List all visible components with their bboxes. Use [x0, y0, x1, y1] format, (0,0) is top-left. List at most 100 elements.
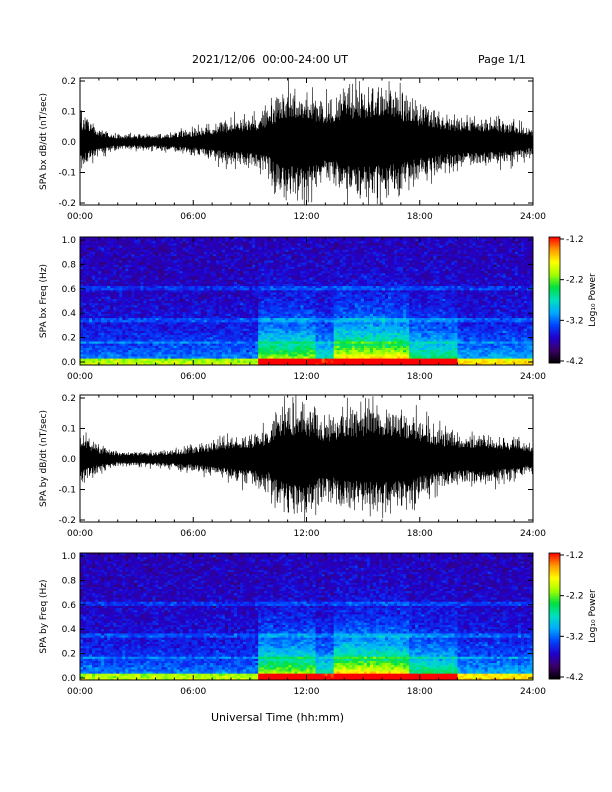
- colorbar-swatch: [549, 571, 560, 575]
- colorbar-swatch: [549, 660, 560, 663]
- x-tick-label: 12:00: [294, 212, 320, 222]
- y-axis-title: SPA bx dB/dt (nT/sec): [39, 93, 49, 190]
- colorbar-swatch: [549, 333, 560, 337]
- y-axis-title: SPA bx Freq (Hz): [39, 264, 49, 338]
- colorbar-swatch: [549, 567, 560, 571]
- colorbar-swatch: [549, 611, 560, 615]
- y-tick-label: -0.2: [58, 516, 76, 526]
- y-tick-label: 0.1: [62, 425, 76, 435]
- figure-title: 2021/12/06 00:00-24:00 UT: [192, 53, 349, 66]
- colorbar-swatch: [549, 342, 560, 345]
- colorbar-swatch: [549, 655, 560, 659]
- colorbar-swatch: [549, 578, 560, 581]
- colorbar-swatch: [549, 586, 560, 590]
- colorbar-swatch: [549, 597, 560, 600]
- y-tick-label: 0.2: [62, 650, 76, 660]
- colorbar-swatch: [549, 237, 560, 240]
- colorbar-swatch: [549, 647, 560, 650]
- colorbar-swatch: [549, 312, 560, 316]
- colorbar-swatch: [549, 253, 560, 257]
- waveform-series-0: [80, 78, 533, 205]
- colorbar-swatch: [549, 553, 560, 556]
- colorbar-swatch: [549, 327, 560, 330]
- colorbar-swatch: [549, 321, 560, 324]
- colorbar-swatch: [549, 620, 560, 623]
- y-tick-label: 0.8: [62, 260, 77, 270]
- colorbar-swatch: [549, 346, 560, 349]
- colorbar-swatch: [549, 293, 560, 297]
- colorbar-tick-label: -4.2: [566, 673, 584, 683]
- waveform-series-2: [80, 395, 533, 522]
- y-axis-title: SPA by Freq (Hz): [39, 579, 49, 653]
- y-axis-title: SPA by dB/dt (nT/sec): [39, 410, 49, 507]
- colorbar-swatch: [549, 624, 560, 627]
- colorbar-swatch: [549, 260, 560, 263]
- colorbar-swatch: [549, 249, 560, 253]
- x-tick-label: 12:00: [294, 372, 320, 382]
- y-tick-label: -0.1: [58, 486, 76, 496]
- colorbar-swatch: [549, 672, 560, 676]
- colorbar-swatch: [549, 287, 560, 290]
- colorbar-tick-label: -3.2: [566, 316, 584, 326]
- colorbar-swatch: [549, 308, 560, 311]
- colorbar-swatch: [549, 670, 560, 674]
- y-tick-label: 0.2: [62, 334, 76, 344]
- colorbar-swatch: [549, 609, 560, 613]
- colorbar-swatch: [549, 241, 560, 244]
- colorbar-swatch: [549, 258, 560, 261]
- colorbar-swatch: [549, 555, 560, 558]
- colorbar-swatch: [549, 676, 560, 680]
- x-tick-label: 12:00: [294, 687, 320, 697]
- x-tick-label: 00:00: [67, 372, 93, 382]
- colorbar-frame-3: [548, 552, 561, 680]
- colorbar-swatch: [549, 616, 560, 619]
- colorbar-swatch: [549, 331, 560, 334]
- spectrogram-1: [80, 237, 534, 366]
- colorbar-swatch: [549, 295, 560, 299]
- colorbar-swatch: [549, 272, 560, 276]
- y-tick-label: 0.2: [62, 77, 76, 87]
- colorbar-swatch: [549, 279, 560, 282]
- colorbar-title: Log₁₀ Power: [588, 273, 598, 327]
- x-tick-label: 00:00: [67, 212, 93, 222]
- colorbar-swatch: [549, 645, 560, 648]
- x-tick-label: 06:00: [180, 687, 206, 697]
- x-tick-label: 18:00: [407, 212, 433, 222]
- colorbar-swatch: [549, 318, 560, 322]
- colorbar-swatch: [549, 281, 560, 284]
- colorbar-swatch: [549, 651, 560, 655]
- colorbar-swatch: [549, 360, 560, 364]
- colorbar-swatch: [549, 310, 560, 313]
- colorbar-swatch: [549, 592, 560, 596]
- y-tick-label: 0.6: [62, 285, 77, 295]
- colorbar-swatch: [549, 350, 560, 353]
- colorbar-swatch: [549, 595, 560, 598]
- colorbar-swatch: [549, 588, 560, 592]
- colorbar-swatch: [549, 276, 560, 280]
- colorbar-tick-label: -1.2: [566, 235, 584, 245]
- spectrogram-3: [80, 553, 534, 681]
- colorbar-swatch: [549, 239, 560, 242]
- colorbar-swatch: [549, 302, 560, 305]
- colorbar-swatch: [549, 628, 560, 632]
- y-tick-label: 1.0: [62, 552, 77, 562]
- colorbar-swatch: [549, 603, 560, 606]
- colorbar-swatch: [549, 666, 560, 669]
- y-tick-label: 1.0: [62, 236, 77, 246]
- colorbar-swatch: [549, 557, 560, 560]
- colorbar-swatch: [549, 262, 560, 265]
- colorbar-tick-label: -3.2: [566, 632, 584, 642]
- colorbar-swatch: [549, 626, 560, 629]
- x-tick-label: 06:00: [180, 372, 206, 382]
- colorbar-swatch: [549, 247, 560, 250]
- y-tick-label: 0.0: [62, 674, 77, 684]
- colorbar-swatch: [549, 601, 560, 604]
- colorbar-swatch: [549, 569, 560, 573]
- y-tick-label: 0.0: [62, 455, 77, 465]
- colorbar-swatch: [549, 314, 560, 318]
- colorbar-swatch: [549, 352, 560, 355]
- colorbar-swatch: [549, 565, 560, 569]
- x-tick-label: 18:00: [407, 529, 433, 539]
- colorbar-swatch: [549, 559, 560, 562]
